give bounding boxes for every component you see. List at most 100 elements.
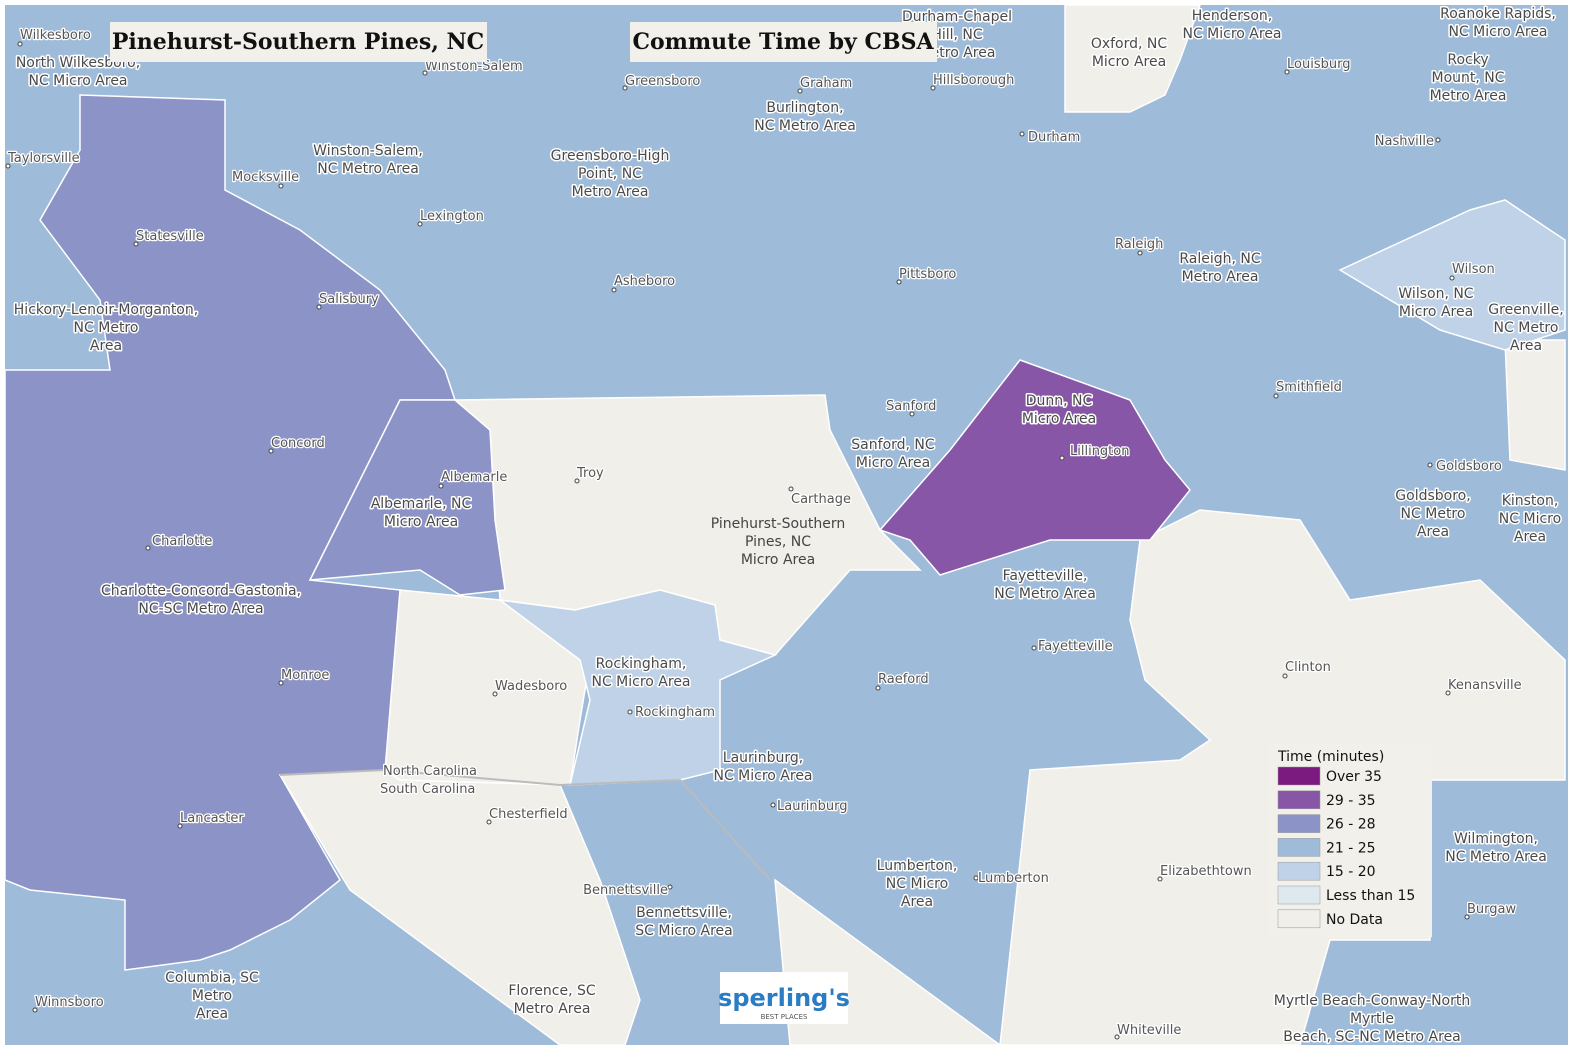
region-label: Bennettsville, <box>636 905 732 921</box>
region-label: Albemarle, NC <box>371 496 472 512</box>
city-label: Elizabethtown <box>1160 864 1252 879</box>
region-label: Rockingham, <box>596 656 687 672</box>
region-label: Durham-Chapel <box>902 9 1012 25</box>
state-label: North Carolina <box>383 764 477 779</box>
region-label: Area <box>196 1006 228 1022</box>
city-dot <box>1273 393 1279 399</box>
city-dot <box>875 685 881 691</box>
region-label: NC-SC Metro Area <box>138 601 263 617</box>
city-label: Louisburg <box>1287 57 1350 72</box>
city-label: Laurinburg <box>777 799 848 814</box>
dunn-area <box>878 359 1191 576</box>
city-dot <box>973 875 979 881</box>
region-label: NC Metro Area <box>1445 849 1547 865</box>
city-label: Salisbury <box>319 292 379 307</box>
region-label: Metro Area <box>1182 269 1259 285</box>
city-label: Carthage <box>791 492 851 507</box>
city-dot <box>133 241 139 247</box>
no-data-area <box>1064 4 1202 113</box>
legend-label: Less than 15 <box>1326 888 1415 904</box>
city-label: Fayetteville <box>1038 639 1113 654</box>
city-label: Albemarle <box>441 470 507 485</box>
no-data-area <box>278 769 641 1046</box>
legend-swatch <box>1277 909 1321 929</box>
legend-label: 21 - 25 <box>1326 840 1376 856</box>
region-label: Laurinburg, <box>723 750 803 766</box>
logo-box <box>720 972 848 1024</box>
city-dot <box>1019 131 1025 137</box>
region-label: Area <box>1510 338 1542 354</box>
region-label: Henderson, <box>1192 8 1272 24</box>
city-label: Lumberton <box>978 871 1049 886</box>
region-label: Hill, NC <box>931 27 983 43</box>
city-dot <box>667 884 673 890</box>
city-dot <box>1282 673 1288 679</box>
map-title: Pinehurst-Southern Pines, NC <box>112 29 484 55</box>
region-label: Point, NC <box>578 166 642 182</box>
region-label: Greenville, <box>1488 302 1563 318</box>
city-dot <box>788 486 794 492</box>
legend-title: Time (minutes) <box>1277 749 1384 765</box>
city-dot <box>1114 1034 1120 1040</box>
region-label: NC Metro Area <box>317 161 419 177</box>
region-label: Oxford, NC <box>1091 36 1168 52</box>
region-label: NC Metro Area <box>994 586 1096 602</box>
city-dot <box>268 448 274 454</box>
city-label: Wadesboro <box>495 679 567 694</box>
city-dot <box>417 221 423 227</box>
logo-name: sperling's <box>718 984 850 1012</box>
legend-swatch <box>1277 790 1321 810</box>
legend: Over 35 29 - 35 26 - 28 21 - 25 15 - 20 Less … <box>1277 766 1415 929</box>
city-dot <box>5 163 11 169</box>
region-label: Goldsboro, <box>1395 488 1470 504</box>
region-label: Beach, SC-NC Metro Area <box>1283 1029 1461 1045</box>
region-label: NC Micro <box>1499 511 1561 527</box>
region-label: NC Metro <box>74 320 139 336</box>
city-dot <box>422 70 428 76</box>
albemarle-area <box>308 399 506 596</box>
city-dot <box>627 709 633 715</box>
city-label: Wilkesboro <box>20 28 91 43</box>
city-dot <box>1427 462 1433 468</box>
city-dot <box>1137 250 1143 256</box>
region-label: Micro Area <box>1092 54 1166 70</box>
city-dot <box>316 304 322 310</box>
city-dot <box>17 41 23 47</box>
city-dot <box>770 802 776 808</box>
city-label: Kenansville <box>1448 678 1522 693</box>
labels: North Wilkesboro, NC Micro Area Winston-Sa… <box>5 5 1565 1047</box>
region-label: NC Metro <box>1401 506 1466 522</box>
city-label: Taylorsville <box>7 151 80 166</box>
region-label: NC Micro Area <box>1448 24 1547 40</box>
region-label: Columbia, SC <box>165 970 259 986</box>
region-label: Area <box>90 338 122 354</box>
city-dot <box>1284 69 1290 75</box>
no-data-area <box>1504 339 1566 471</box>
region-label: Micro Area <box>856 455 930 471</box>
region-label: Wilson, NC <box>1398 286 1473 302</box>
region-label: NC Micro <box>886 876 948 892</box>
region-label: SC Micro Area <box>635 923 732 939</box>
city-label: Raeford <box>878 672 929 687</box>
region-label: NC Metro <box>1494 320 1559 336</box>
city-dot <box>1464 914 1470 920</box>
legend-swatch <box>1277 838 1321 857</box>
city-label: Troy <box>576 466 604 481</box>
city-dot <box>574 478 580 484</box>
charlotte-area <box>4 94 457 971</box>
region-label: Burlington, <box>766 100 843 116</box>
region-label: Mount, NC <box>1431 70 1504 86</box>
region-label: Area <box>1417 524 1449 540</box>
region-label: NC Micro Area <box>591 674 690 690</box>
logo-tagline: BEST PLACES <box>761 1013 808 1021</box>
region-label: Metro Area <box>572 184 649 200</box>
city-label: Raleigh <box>1115 237 1163 252</box>
city-dot <box>622 85 628 91</box>
region-label: Fayetteville, <box>1003 568 1088 584</box>
region-label: Micro Area <box>384 514 458 530</box>
region-label: Hickory-Lenoir-Morganton, <box>14 302 198 318</box>
city-dot <box>32 1007 38 1013</box>
map-subtitle: Commute Time by CBSA <box>632 29 934 55</box>
city-dot <box>1031 645 1037 651</box>
